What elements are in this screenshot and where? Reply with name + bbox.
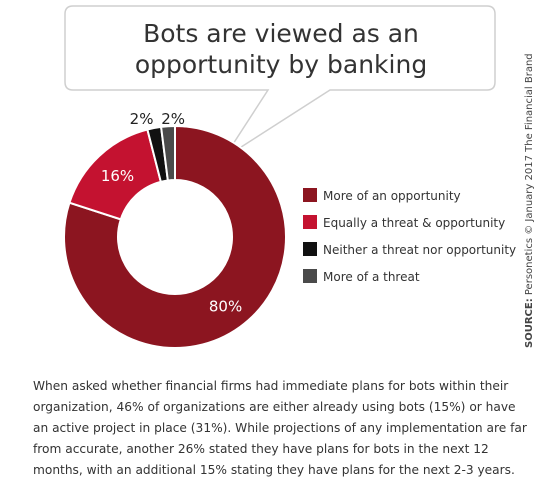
legend-swatch-more-of-a-threat xyxy=(303,269,317,283)
slice-label-more-of-a-threat: 2% xyxy=(161,110,185,128)
legend-label-equally-a-threat-opportunity: Equally a threat & opportunity xyxy=(323,216,505,230)
source-credit: SOURCE: Personetics © January 2017 The F… xyxy=(524,53,535,348)
slice-label-more-of-an-opportunity: 80% xyxy=(209,298,242,316)
chart-title-line-1: Bots are viewed as an xyxy=(143,19,419,48)
legend-label-more-of-an-opportunity: More of an opportunity xyxy=(323,189,461,203)
donut-slice-more-of-an-opportunity xyxy=(63,124,287,349)
source-credit-text: Personetics © January 2017 The Financial… xyxy=(524,53,535,298)
title-speech-bubble xyxy=(64,5,496,159)
slice-label-neither-a-threat-nor-opportunity: 2% xyxy=(130,110,154,128)
chart-title-line-2: opportunity by banking xyxy=(135,50,427,79)
donut-slice-more-of-a-threat xyxy=(159,124,176,182)
legend-label-more-of-a-threat: More of a threat xyxy=(323,270,420,284)
donut-slices xyxy=(63,124,287,349)
donut-labels: 80% 16% 2% 2% xyxy=(101,110,242,316)
article-caption: When asked whether financial firms had i… xyxy=(33,379,527,477)
legend-swatch-more-of-an-opportunity xyxy=(303,188,317,202)
slice-label-equally-a-threat-opportunity: 16% xyxy=(101,167,134,185)
source-credit-label: SOURCE: xyxy=(524,298,535,348)
legend-label-neither-a-threat-nor-opportunity: Neither a threat nor opportunity xyxy=(323,243,516,257)
legend-swatch-equally-a-threat-opportunity xyxy=(303,215,317,229)
chart-figure: Bots are viewed as an opportunity by ban… xyxy=(63,5,535,349)
donut-chart-svg: Bots are viewed as an opportunity by ban… xyxy=(63,5,535,349)
legend-swatch-neither-a-threat-nor-opportunity xyxy=(303,242,317,256)
chart-legend: More of an opportunity Equally a threat &… xyxy=(303,188,516,284)
